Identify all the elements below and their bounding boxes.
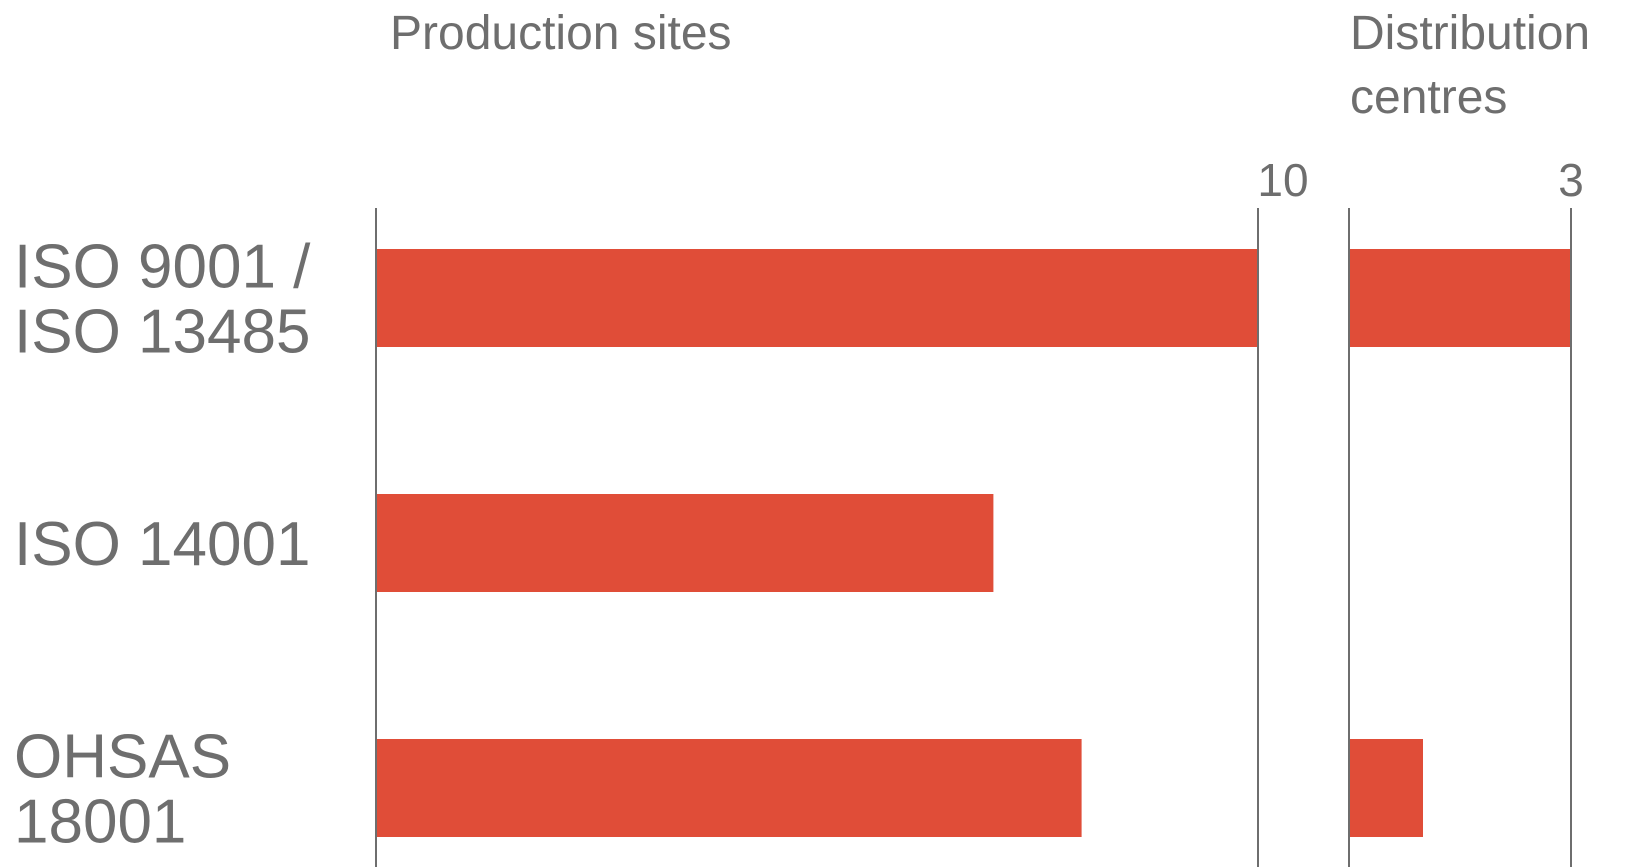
panel-title-2-line-2: centres bbox=[1350, 71, 1507, 124]
bar-panel1-3 bbox=[376, 739, 1082, 837]
category-label-2: ISO 14001 bbox=[14, 510, 310, 579]
panel-title-1: Production sites bbox=[390, 7, 732, 60]
tick-label-panel1: 10 bbox=[1257, 154, 1308, 206]
bar-panel1-2 bbox=[376, 494, 994, 592]
tick-label-panel2: 3 bbox=[1558, 154, 1584, 206]
category-label-3-line-2: 18001 bbox=[14, 788, 186, 857]
panel-title-2: Distribution bbox=[1350, 7, 1590, 60]
category-label-1-line-1: ISO 9001 / bbox=[14, 233, 311, 302]
bar-panel1-1 bbox=[376, 249, 1258, 347]
category-label-3-line-1: OHSAS bbox=[14, 723, 231, 792]
category-label-1-line-2: ISO 13485 bbox=[14, 298, 310, 367]
bar-panel2-1 bbox=[1349, 249, 1571, 347]
bar-panel2-3 bbox=[1349, 739, 1423, 837]
